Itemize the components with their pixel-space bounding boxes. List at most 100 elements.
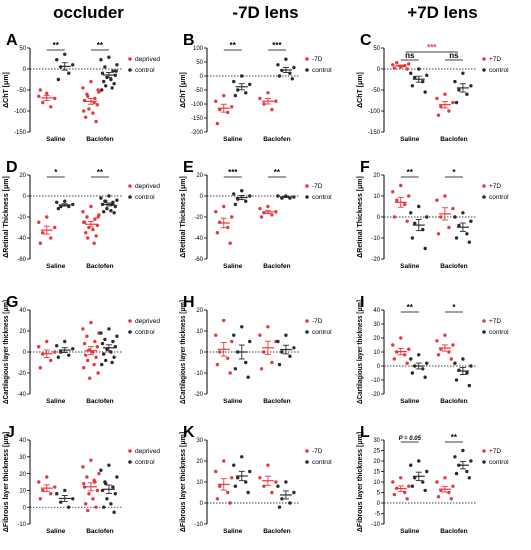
y-tick-label: 10 — [196, 480, 203, 486]
data-point — [436, 232, 441, 236]
data-point — [240, 455, 244, 459]
data-point — [436, 113, 441, 117]
legend-label: control — [135, 459, 155, 466]
data-point — [270, 360, 274, 365]
data-point — [449, 497, 454, 501]
data-point — [56, 206, 61, 211]
significance-label: ** — [53, 41, 60, 50]
data-point — [82, 481, 86, 486]
legend-label: control — [489, 194, 509, 201]
data-point — [410, 371, 415, 375]
data-point — [258, 476, 262, 480]
data-point — [262, 102, 266, 106]
data-point — [447, 109, 451, 113]
data-point — [112, 211, 116, 215]
legend-label: -7D — [312, 183, 323, 190]
data-point — [37, 94, 41, 99]
category-label: Baclofen — [86, 136, 113, 143]
data-point — [392, 357, 397, 361]
category-label: Saline — [46, 528, 66, 535]
data-point — [240, 74, 244, 78]
data-point — [391, 343, 395, 347]
data-point — [454, 236, 459, 240]
data-point — [233, 367, 238, 371]
data-point — [403, 490, 407, 495]
data-point — [405, 219, 409, 223]
data-point — [100, 362, 104, 367]
data-point — [248, 194, 252, 198]
data-point — [49, 492, 53, 496]
panel-letter: L — [360, 424, 370, 441]
significance-label: * — [452, 303, 456, 312]
data-point — [425, 469, 429, 474]
y-tick-label: -150 — [368, 130, 381, 136]
legend-label: -7D — [312, 448, 323, 455]
data-point — [63, 488, 67, 493]
data-point — [413, 221, 417, 225]
data-point — [232, 192, 236, 196]
data-point — [467, 240, 472, 244]
data-point — [465, 469, 469, 474]
data-point — [71, 347, 75, 351]
y-tick-label: -40 — [17, 392, 26, 398]
data-point — [399, 183, 403, 188]
data-point — [109, 502, 113, 506]
significance-label: * — [54, 168, 58, 177]
data-point — [407, 347, 411, 351]
data-point — [410, 84, 415, 88]
y-tick-label: 50 — [373, 46, 380, 52]
data-point — [266, 91, 270, 95]
data-point — [405, 361, 409, 365]
y-tick-label: 15 — [373, 470, 380, 476]
data-point — [214, 333, 218, 337]
y-tick-label: 20 — [373, 459, 380, 465]
y-tick-label: 0 — [377, 501, 381, 507]
data-point — [443, 92, 447, 96]
data-point — [230, 476, 234, 480]
data-point — [81, 210, 85, 214]
data-point — [232, 79, 236, 84]
data-point — [82, 109, 86, 113]
y-axis-label: ΔChT [μm] — [357, 72, 364, 108]
data-point — [99, 468, 103, 472]
legend-label: deprived — [135, 183, 160, 190]
y-tick-label: 5 — [377, 491, 381, 497]
data-point — [425, 361, 429, 365]
category-label: Saline — [223, 136, 243, 143]
y-tick-label: -100 — [191, 102, 204, 108]
data-point — [461, 211, 465, 215]
legend-label: control — [489, 67, 509, 74]
data-point — [410, 236, 415, 240]
data-point — [228, 241, 232, 245]
data-point — [45, 475, 49, 479]
data-point — [38, 88, 43, 92]
data-point — [246, 490, 250, 495]
data-point — [94, 234, 98, 238]
category-label: Baclofen — [440, 263, 467, 270]
data-point — [288, 501, 292, 505]
data-point — [409, 71, 413, 75]
data-point — [82, 220, 86, 224]
data-point — [41, 488, 45, 493]
category-label: Saline — [400, 136, 420, 143]
data-point — [461, 448, 465, 453]
y-tick-label: 40 — [19, 308, 26, 314]
data-point — [94, 505, 98, 509]
legend-marker — [128, 68, 132, 72]
category-label: Saline — [46, 263, 66, 270]
category-label: Saline — [46, 136, 66, 143]
data-point — [115, 198, 119, 202]
y-tick-label: 25 — [373, 449, 380, 455]
y-axis-label: ΔRetinal Thickness [μm] — [180, 176, 187, 258]
y-tick-label: -150 — [14, 130, 27, 136]
data-point — [218, 484, 222, 488]
data-point — [425, 215, 429, 219]
data-point — [421, 367, 425, 371]
data-point — [469, 364, 473, 368]
data-point — [395, 198, 399, 202]
data-point — [276, 484, 280, 488]
data-point — [451, 100, 455, 105]
data-point — [435, 339, 439, 343]
data-point — [53, 225, 57, 230]
